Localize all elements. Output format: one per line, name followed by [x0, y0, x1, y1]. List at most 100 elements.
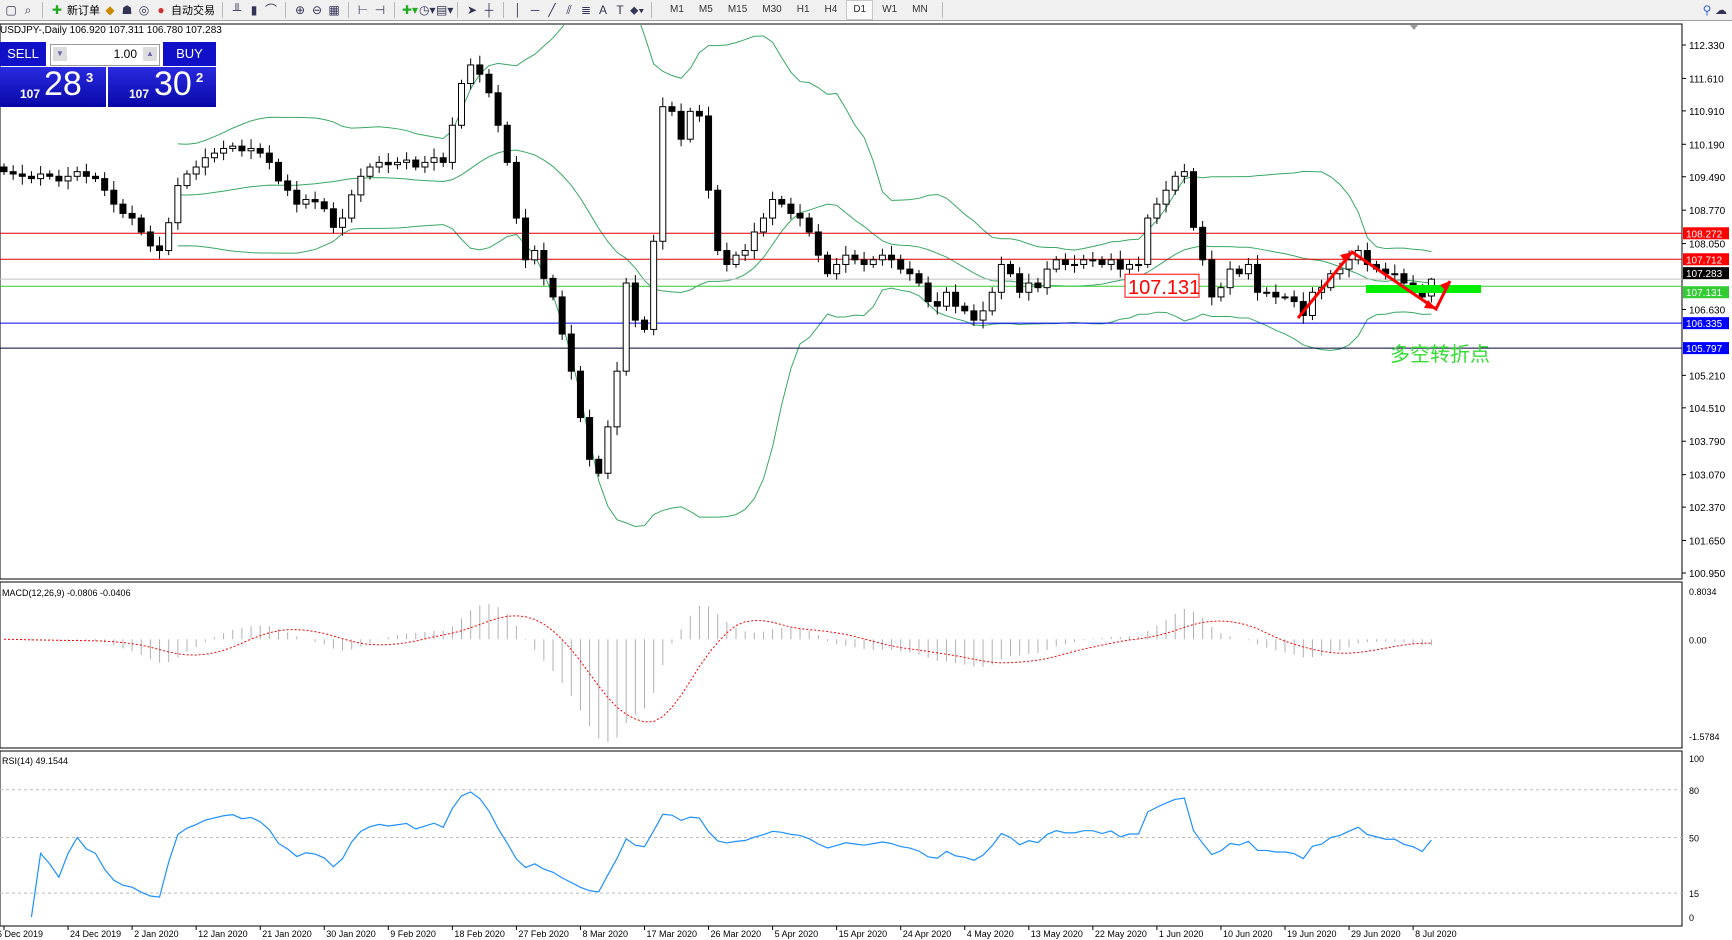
candle-body: [1071, 263, 1079, 266]
candle: [1061, 253, 1069, 271]
candle-body: [110, 189, 118, 205]
price-axis-label: 105.210: [1689, 371, 1726, 382]
candle: [366, 163, 374, 180]
zoom-in-icon[interactable]: ⊕: [294, 3, 306, 17]
zoom-window-icon[interactable]: ⌕: [24, 3, 32, 17]
candle-body: [1281, 296, 1289, 299]
date-axis-label: 24 Dec 2019: [70, 929, 121, 939]
candle: [302, 194, 310, 209]
candle: [201, 148, 209, 176]
timeframe-m5[interactable]: M5: [698, 4, 713, 15]
timeframe-m15[interactable]: M15: [727, 4, 748, 15]
candle: [549, 274, 557, 301]
candle: [796, 204, 804, 227]
candle-body: [1244, 263, 1252, 275]
candle: [695, 104, 703, 122]
fibonacci-icon[interactable]: ≣: [580, 3, 592, 17]
candle: [183, 170, 191, 189]
templates-icon[interactable]: ▤▾: [436, 3, 454, 17]
text-label-icon[interactable]: T: [616, 3, 624, 17]
candle: [897, 254, 905, 274]
candle-body: [659, 106, 667, 242]
buy-button[interactable]: BUY: [163, 42, 216, 66]
candle: [668, 101, 676, 116]
tile-windows-icon[interactable]: ▦: [328, 3, 340, 17]
candle-body: [320, 201, 328, 210]
price-axis-label: 112.330: [1689, 41, 1725, 52]
candle: [210, 148, 218, 163]
candle-body: [924, 282, 932, 303]
community-icon[interactable]: ☁: [1715, 3, 1727, 17]
level-tag: [1683, 317, 1729, 330]
signal-icon[interactable]: ◎: [138, 3, 150, 17]
arrows-icon[interactable]: ⬥▾: [630, 3, 645, 17]
candle-body: [476, 64, 484, 75]
timeframe-m1[interactable]: M1: [670, 4, 684, 15]
timeframe-d1[interactable]: D1: [846, 0, 874, 20]
candle: [73, 166, 81, 181]
zoom-out-icon[interactable]: ⊖: [311, 3, 323, 17]
window-icon[interactable]: ▢: [5, 3, 17, 17]
metaeditor-icon[interactable]: ◆: [105, 3, 115, 17]
bar-chart-icon[interactable]: ╨: [232, 3, 242, 17]
vertical-line-icon[interactable]: │: [514, 3, 522, 17]
sell-price-big: 28: [44, 65, 82, 103]
autoscroll-icon[interactable]: ⊣: [374, 3, 386, 17]
search-icon[interactable]: ⚲: [1702, 3, 1712, 17]
volume-up-icon[interactable]: ▲: [143, 47, 157, 61]
chart-shift-icon[interactable]: ⊢: [357, 3, 369, 17]
date-axis-label: 16 Dec 2019: [0, 929, 43, 939]
horizontal-line-icon[interactable]: ─: [530, 3, 540, 17]
sell-button[interactable]: SELL: [0, 42, 46, 66]
timeframe-w1[interactable]: W1: [882, 4, 898, 15]
candle: [265, 145, 273, 170]
rsi-axis-label: 15: [1689, 889, 1699, 899]
indicators-icon[interactable]: ✚▾: [402, 3, 419, 17]
volume-value[interactable]: 1.00: [113, 47, 137, 61]
auto-trading-button[interactable]: 自动交易: [171, 5, 215, 17]
candle-body: [805, 217, 813, 233]
candle-body: [1016, 273, 1024, 293]
chart-canvas[interactable]: 112.330 111.610 110.910 110.190 109.490 108.7…: [0, 21, 1732, 940]
candle-body: [82, 171, 90, 177]
crosshair-icon[interactable]: ┼: [484, 3, 494, 17]
trendline-icon[interactable]: ╱: [548, 3, 556, 17]
buy-price[interactable]: 107 30 2: [108, 65, 216, 107]
cursor-icon[interactable]: ➤: [466, 3, 478, 17]
candle: [558, 290, 566, 340]
candle-body: [732, 254, 740, 265]
candle-body: [942, 291, 950, 307]
user-icon[interactable]: ☗: [121, 3, 133, 17]
text-icon[interactable]: A: [598, 3, 607, 17]
candle: [1281, 293, 1289, 301]
date-axis-label: 21 Jan 2020: [262, 929, 312, 939]
volume-field[interactable]: ▼ 1.00 ▲: [50, 44, 160, 66]
timeframe-h4[interactable]: H4: [824, 4, 838, 15]
candlestick-icon[interactable]: ▮: [250, 3, 258, 17]
candle: [18, 164, 26, 185]
candle-body: [1226, 268, 1234, 289]
timeframe-m30[interactable]: M30: [762, 4, 782, 15]
price-axis-label: 106.630: [1689, 305, 1726, 316]
periods-icon[interactable]: ◷▾: [419, 3, 436, 17]
volume-down-icon[interactable]: ▼: [53, 47, 67, 61]
candle: [503, 121, 511, 166]
candle: [320, 198, 328, 213]
new-order-button[interactable]: 新订单: [67, 5, 100, 17]
timeframe-h1[interactable]: H1: [796, 4, 810, 15]
candle-body: [1107, 259, 1115, 265]
date-axis-label: 8 Mar 2020: [582, 929, 628, 939]
candle: [933, 292, 941, 315]
sell-price[interactable]: 107 28 3: [0, 65, 106, 107]
equidistant-channel-icon[interactable]: ⫽: [566, 3, 572, 17]
date-axis-label: 18 Feb 2020: [454, 929, 505, 939]
line-chart-icon[interactable]: ⌒: [264, 3, 277, 17]
candle-body: [403, 159, 411, 163]
candle: [256, 143, 264, 158]
candle-body: [558, 296, 566, 335]
timeframe-mn[interactable]: MN: [912, 4, 928, 15]
candle: [888, 245, 896, 269]
candle-body: [1290, 296, 1298, 303]
divider: [457, 2, 458, 18]
candle-body: [238, 145, 246, 152]
